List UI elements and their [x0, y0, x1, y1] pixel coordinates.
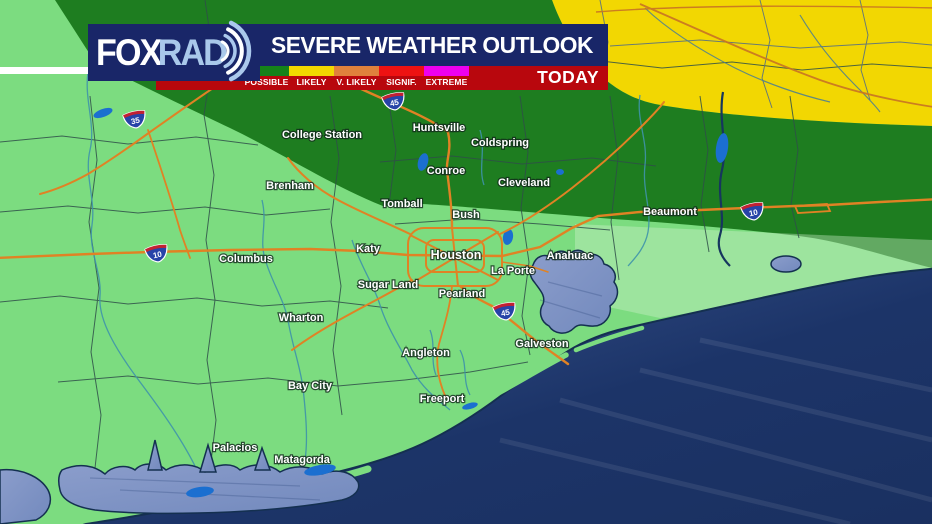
svg-text:10: 10 [152, 250, 163, 261]
bay-texture [89, 281, 603, 501]
sabine-lake [770, 255, 802, 273]
legend-label: V. LIKELY [336, 77, 377, 87]
rad-logo-text: RAD [157, 32, 228, 73]
city-label-beaumont: Beaumont [643, 206, 697, 218]
legend-item-signif-: SIGNIF. [379, 66, 424, 87]
city-label-sugar-land: Sugar Land [358, 279, 419, 291]
city-label-palacios: Palacios [213, 442, 258, 454]
legend-label: POSSIBLE [244, 77, 289, 87]
interstate-45-shield: 45 [492, 302, 516, 321]
legend-items: POSSIBLE LIKELY V. LIKELY SIGNIF. EXTREME [244, 66, 469, 87]
city-label-bay-city: Bay City [288, 380, 333, 392]
us-59-south [291, 279, 413, 351]
svg-text:45: 45 [389, 98, 400, 109]
highways-yellow-area [595, 3, 932, 108]
city-label-bush: Bush [452, 209, 480, 221]
neches-river [717, 91, 731, 267]
svg-text:10: 10 [748, 208, 759, 219]
bay-inlet-3 [253, 445, 272, 471]
foxrad-logo: FOXRAD [88, 20, 260, 82]
city-label-galveston: Galveston [515, 338, 568, 350]
city-label-la-porte: La Porte [491, 265, 535, 277]
banner-title-bar: SEVERE WEATHER OUTLOOK [256, 24, 608, 66]
radar-arcs-icon [220, 20, 252, 82]
interstate-10-shield: 10 [144, 244, 168, 263]
banner-title: SEVERE WEATHER OUTLOOK [270, 31, 593, 58]
city-label-conroe: Conroe [427, 165, 466, 177]
bay-inlet-1 [147, 439, 163, 471]
banner-left-dash [0, 67, 93, 74]
rivers-yellow-area [644, 7, 881, 113]
svg-text:35: 35 [130, 116, 141, 127]
galveston-bay [529, 249, 619, 334]
fox-logo-text: FOX [96, 32, 162, 73]
city-label-anahuac: Anahuac [547, 250, 593, 262]
sh-146 [501, 261, 549, 273]
legend-label: SIGNIF. [386, 77, 417, 87]
legend-item-possible: POSSIBLE [244, 66, 289, 87]
lakes [93, 107, 729, 498]
highway-shields: 45 45 10 10 35 [122, 92, 764, 321]
interstate-35-shield: 35 [122, 110, 146, 129]
legend-label: LIKELY [296, 77, 327, 87]
sh-288 [436, 285, 453, 399]
city-label-matagorda: Matagorda [274, 454, 331, 466]
bay-inlet-2 [198, 442, 218, 473]
lavaca-bay [0, 468, 52, 524]
us-59-north [499, 101, 665, 235]
legend-swatch [289, 66, 334, 76]
city-label-columbus: Columbus [219, 253, 273, 265]
city-label-freeport: Freeport [420, 393, 465, 405]
legend-swatch [244, 66, 289, 76]
legend-item-likely: LIKELY [289, 66, 334, 87]
city-labels: College Station Huntsville Coldspring Conro… [211, 121, 698, 467]
legend-label: EXTREME [425, 77, 468, 87]
city-label-brenham: Brenham [266, 180, 314, 192]
city-label-pearland: Pearland [439, 288, 485, 300]
interstate-45-south [458, 284, 570, 366]
legend-item-v-likely: V. LIKELY [334, 66, 379, 87]
us-290 [287, 157, 411, 235]
foxrad-logo-text: FOXRAD [96, 24, 228, 81]
legend-swatch [334, 66, 379, 76]
nw-highway [39, 79, 226, 195]
city-label-houston: Houston [431, 248, 482, 262]
city-label-tomball: Tomball [381, 198, 422, 210]
gulf-wave-streaks [499, 337, 932, 524]
beaumont-loop [793, 203, 832, 214]
city-label-college-station: College Station [282, 129, 362, 141]
city-label-wharton: Wharton [279, 312, 324, 324]
svg-text:45: 45 [500, 308, 511, 319]
city-label-coldspring: Coldspring [471, 137, 529, 149]
houston-beltway [407, 227, 503, 287]
interstate-45-shield: 45 [381, 92, 405, 111]
legend-swatch [424, 66, 469, 76]
legend-swatch [379, 66, 424, 76]
rivers [86, 71, 650, 467]
city-label-huntsville: Huntsville [413, 122, 466, 134]
legend-item-extreme: EXTREME [424, 66, 469, 87]
nw-highway-spur [147, 129, 191, 259]
city-label-angleton: Angleton [402, 347, 450, 359]
city-label-cleveland: Cleveland [498, 177, 550, 189]
interstate-10-shield: 10 [740, 202, 764, 221]
coastal-marsh-tint [575, 224, 932, 318]
timeframe-label: TODAY [537, 67, 599, 87]
city-label-katy: Katy [356, 243, 381, 255]
